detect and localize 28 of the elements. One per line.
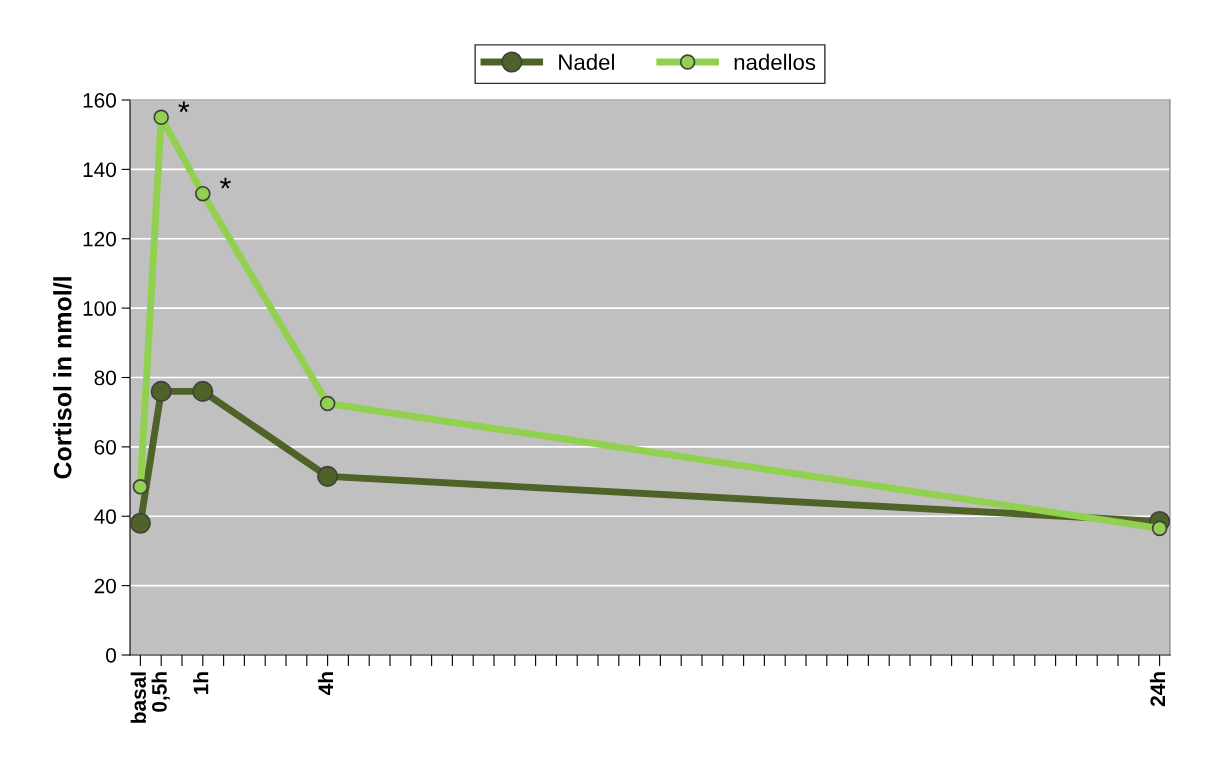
point — [319, 395, 336, 412]
legend-label: nadellos — [734, 53, 816, 71]
x-tick-label: 4h — [317, 672, 333, 695]
annotation: * — [178, 101, 190, 113]
point — [132, 478, 149, 495]
point — [195, 185, 211, 202]
y-tick-label: 0 — [106, 648, 116, 663]
point — [1151, 520, 1168, 537]
point — [192, 380, 214, 402]
y-tick-label: 80 — [94, 370, 116, 386]
x-tick-label: basal — [130, 672, 146, 723]
y-tick-label: 100 — [83, 301, 116, 316]
y-tick-label: 160 — [83, 93, 116, 108]
y-axis-title: Cortisol in nmol/l — [53, 277, 72, 479]
x-tick-label: 24h — [1149, 672, 1165, 707]
y-tick-label: 140 — [83, 162, 116, 178]
point — [130, 512, 151, 534]
y-tick-label: 40 — [94, 509, 116, 524]
x-tick-label: 0,5h — [151, 672, 170, 712]
point — [150, 380, 172, 402]
point — [317, 465, 339, 487]
point — [153, 109, 169, 126]
y-tick-label: 60 — [94, 439, 116, 455]
legend-label: Nadel — [559, 53, 614, 71]
x-tick-label: 1h — [193, 672, 209, 694]
y-tick-label: 120 — [83, 231, 116, 247]
annotation: * — [219, 177, 231, 189]
y-tick-label: 20 — [94, 578, 116, 594]
